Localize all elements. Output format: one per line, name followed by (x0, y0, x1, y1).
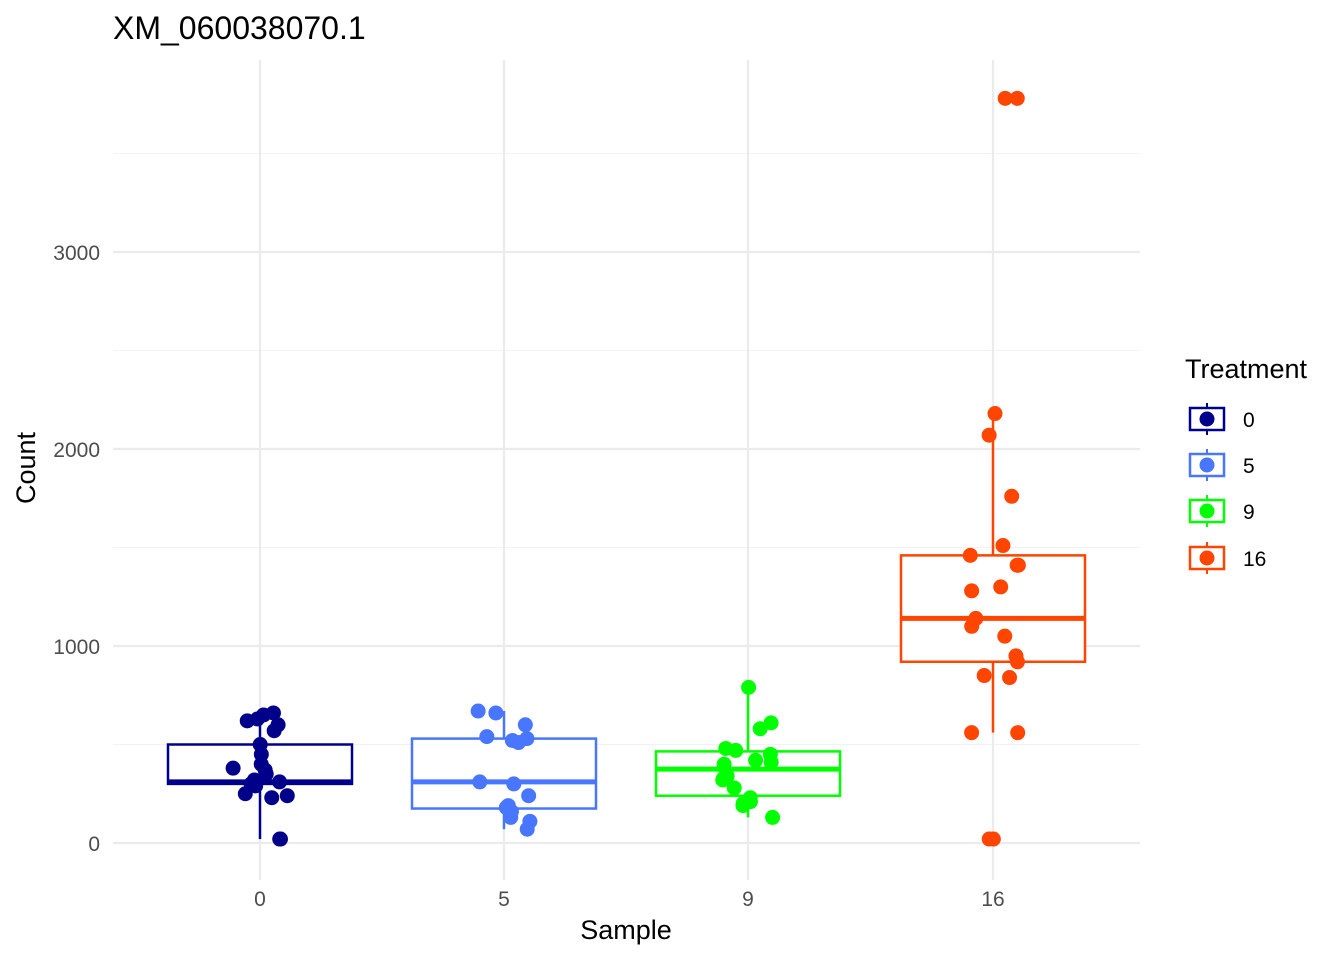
data-point (258, 766, 274, 782)
data-point (726, 780, 742, 796)
data-point (997, 628, 1013, 644)
box-iqr (410, 737, 598, 810)
data-point (995, 538, 1011, 554)
y-tick-label: 0 (88, 833, 100, 856)
y-tick-label: 3000 (53, 242, 100, 265)
data-point (272, 831, 288, 847)
data-point (517, 717, 533, 733)
data-point (479, 729, 495, 745)
legend-entry: 16 (1188, 542, 1266, 574)
data-point (1009, 654, 1025, 670)
data-point (279, 788, 295, 804)
legend-entry: 5 (1188, 449, 1255, 481)
x-tick-label: 16 (981, 888, 1004, 911)
data-point (962, 547, 978, 563)
data-point (239, 713, 255, 729)
data-point (765, 809, 781, 825)
data-point (264, 790, 280, 806)
data-point (1002, 670, 1018, 686)
jitter-points (225, 90, 1026, 847)
data-point (266, 723, 282, 739)
legend-label: 0 (1243, 409, 1255, 432)
data-point (225, 760, 241, 776)
y-axis-title: Count (11, 431, 41, 504)
x-tick-label: 0 (254, 888, 266, 911)
data-point (1004, 488, 1020, 504)
data-point (993, 579, 1009, 595)
y-tick-label: 2000 (53, 439, 100, 462)
data-point (964, 725, 980, 741)
data-point (976, 668, 992, 684)
data-point (987, 406, 1003, 422)
axis-tick-labels: 0 1000 2000 3000 0 5 9 16 (53, 242, 1004, 911)
data-point (964, 583, 980, 599)
data-point (272, 774, 288, 790)
data-point (716, 756, 732, 772)
data-point (981, 831, 997, 847)
data-point (470, 703, 486, 719)
legend-label: 9 (1243, 501, 1255, 524)
data-point (752, 721, 768, 737)
data-point (1009, 557, 1025, 573)
legend-entry: 0 (1188, 403, 1255, 435)
data-point (506, 776, 522, 792)
data-point (715, 772, 731, 788)
data-point (472, 774, 488, 790)
data-point (728, 742, 744, 758)
legend-key-point (1199, 457, 1215, 473)
chart-title: XM_060038070.1 (113, 10, 366, 46)
data-point (511, 735, 527, 751)
legend-key-point (1199, 411, 1215, 427)
data-point (521, 788, 537, 804)
data-point (741, 679, 757, 695)
data-point (997, 90, 1013, 106)
legend: Treatment 0 5 9 16 (1185, 354, 1308, 574)
box-iqr (899, 554, 1087, 664)
legend-key-point (1199, 550, 1215, 566)
legend-key-point (1199, 503, 1215, 519)
data-point (763, 754, 779, 770)
data-point (735, 798, 751, 814)
box-iqr (654, 750, 842, 797)
box-layer (166, 415, 1087, 840)
data-point (981, 427, 997, 443)
data-point (519, 821, 535, 837)
legend-label: 5 (1243, 455, 1255, 478)
x-axis-title: Sample (580, 915, 672, 945)
data-point (1010, 725, 1026, 741)
legend-label: 16 (1243, 548, 1266, 571)
data-point (248, 778, 264, 794)
data-point (1009, 90, 1025, 106)
data-point (748, 752, 764, 768)
data-point (237, 786, 253, 802)
x-tick-label: 9 (742, 888, 754, 911)
data-point (488, 705, 504, 721)
x-tick-label: 5 (498, 888, 510, 911)
data-point (964, 618, 980, 634)
legend-title: Treatment (1185, 354, 1308, 384)
data-point (503, 809, 519, 825)
y-tick-label: 1000 (53, 636, 100, 659)
legend-entry: 9 (1188, 495, 1255, 527)
